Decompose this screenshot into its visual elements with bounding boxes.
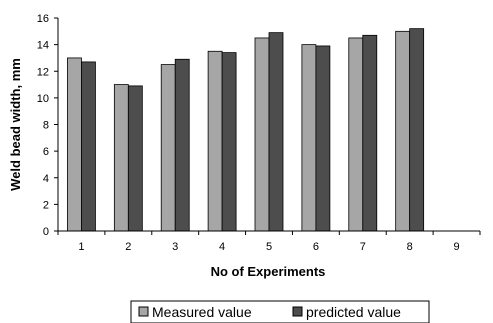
y-tick-label: 14	[37, 40, 49, 52]
bar-measured	[113, 84, 129, 232]
x-tick-label: 2	[125, 241, 131, 253]
y-tick-label: 0	[43, 226, 49, 238]
legend-swatch-measured	[138, 306, 149, 317]
x-tick-label: 1	[78, 241, 84, 253]
bar-measured	[207, 50, 223, 232]
x-tick-label: 5	[266, 241, 272, 253]
bar-predicted	[409, 28, 425, 232]
x-tick-label: 4	[219, 241, 225, 253]
y-tick-label: 6	[43, 146, 49, 158]
x-tick-label: 7	[360, 241, 366, 253]
legend: Measured value predicted value	[130, 300, 430, 323]
x-tick-label: 9	[453, 241, 459, 253]
x-axis-ticks: 1 2 3 4 5 6 7 8 9	[57, 231, 481, 253]
x-tick-label: 6	[313, 241, 319, 253]
y-tick-label: 10	[37, 93, 49, 105]
bar-predicted	[362, 34, 378, 232]
bar-predicted	[174, 58, 190, 232]
bar-predicted	[268, 32, 284, 232]
bar-predicted	[315, 45, 331, 232]
legend-swatch-predicted	[292, 306, 303, 317]
bar-measured	[348, 37, 364, 232]
bar-measured	[160, 64, 176, 232]
legend-box	[130, 300, 430, 323]
bar-measured	[395, 30, 411, 232]
y-tick-label: 2	[43, 199, 49, 211]
bar-measured	[301, 44, 317, 232]
legend-label-predicted: predicted value	[306, 304, 401, 320]
x-tick-label: 8	[407, 241, 413, 253]
bar-predicted	[81, 61, 96, 232]
legend-label-measured: Measured value	[152, 304, 252, 320]
x-tick-label: 3	[172, 241, 178, 253]
y-tick-label: 16	[37, 13, 49, 25]
bars	[67, 28, 425, 232]
y-tick-label: 4	[43, 173, 49, 185]
bar-measured	[254, 37, 270, 232]
y-tick-label: 12	[37, 66, 49, 78]
bar-predicted	[221, 52, 237, 232]
y-axis-title: Weld bead width, mm	[8, 58, 23, 191]
x-axis-title: No of Experiments	[211, 264, 326, 279]
bar-measured	[67, 57, 82, 232]
bar-predicted	[127, 85, 143, 232]
y-tick-label: 8	[43, 120, 49, 132]
y-axis-ticks: 0 2 4 6 8 10 12 14 16	[37, 13, 58, 238]
